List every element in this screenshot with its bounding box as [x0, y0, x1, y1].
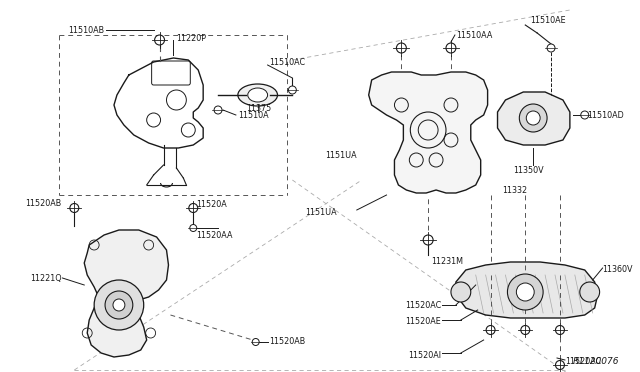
Text: 11520AB: 11520AB	[25, 199, 61, 208]
Circle shape	[423, 235, 433, 245]
Circle shape	[516, 283, 534, 301]
Circle shape	[155, 35, 164, 45]
Polygon shape	[497, 92, 570, 145]
Text: 11520AA: 11520AA	[196, 231, 233, 240]
Text: 11510AC: 11510AC	[269, 58, 306, 67]
Text: 11350V: 11350V	[513, 166, 544, 174]
Text: 11510AD: 11510AD	[587, 110, 623, 119]
Text: 11520AB: 11520AB	[269, 337, 306, 346]
Circle shape	[519, 104, 547, 132]
Circle shape	[214, 106, 222, 114]
Ellipse shape	[248, 88, 268, 102]
Circle shape	[580, 282, 600, 302]
Text: 11220P: 11220P	[177, 33, 207, 42]
Circle shape	[70, 203, 79, 212]
Circle shape	[580, 111, 589, 119]
Text: 11332: 11332	[502, 186, 527, 195]
Circle shape	[526, 111, 540, 125]
Text: 11520AC: 11520AC	[565, 357, 601, 366]
Ellipse shape	[238, 84, 278, 106]
Text: 1151UA: 1151UA	[305, 208, 337, 217]
Text: R1120076: R1120076	[573, 357, 620, 366]
Text: 11221Q: 11221Q	[30, 273, 61, 282]
Text: 11520AC: 11520AC	[404, 301, 441, 310]
Circle shape	[446, 43, 456, 53]
Text: 11510A: 11510A	[238, 110, 269, 119]
Circle shape	[521, 326, 530, 334]
Text: 11520A: 11520A	[196, 199, 227, 208]
Circle shape	[451, 282, 471, 302]
Circle shape	[189, 203, 198, 212]
Circle shape	[105, 291, 133, 319]
Circle shape	[113, 299, 125, 311]
Circle shape	[396, 43, 406, 53]
Circle shape	[190, 224, 196, 231]
Text: 11231M: 11231M	[431, 257, 463, 266]
Circle shape	[252, 339, 259, 346]
Text: 11510AA: 11510AA	[456, 31, 492, 39]
Text: 11375: 11375	[246, 103, 271, 112]
Circle shape	[556, 360, 564, 369]
Text: 11520AI: 11520AI	[408, 350, 441, 359]
Circle shape	[289, 86, 296, 94]
Text: 1151UA: 1151UA	[325, 151, 356, 160]
Text: 11510AE: 11510AE	[530, 16, 566, 25]
Polygon shape	[84, 230, 168, 357]
Circle shape	[556, 326, 564, 334]
Circle shape	[486, 326, 495, 334]
Polygon shape	[369, 72, 488, 193]
Polygon shape	[456, 262, 598, 318]
Text: 11360V: 11360V	[603, 266, 633, 275]
Circle shape	[94, 280, 144, 330]
Text: 11520AE: 11520AE	[405, 317, 441, 327]
Circle shape	[547, 44, 555, 52]
Text: 11510AB: 11510AB	[68, 26, 104, 35]
Circle shape	[508, 274, 543, 310]
